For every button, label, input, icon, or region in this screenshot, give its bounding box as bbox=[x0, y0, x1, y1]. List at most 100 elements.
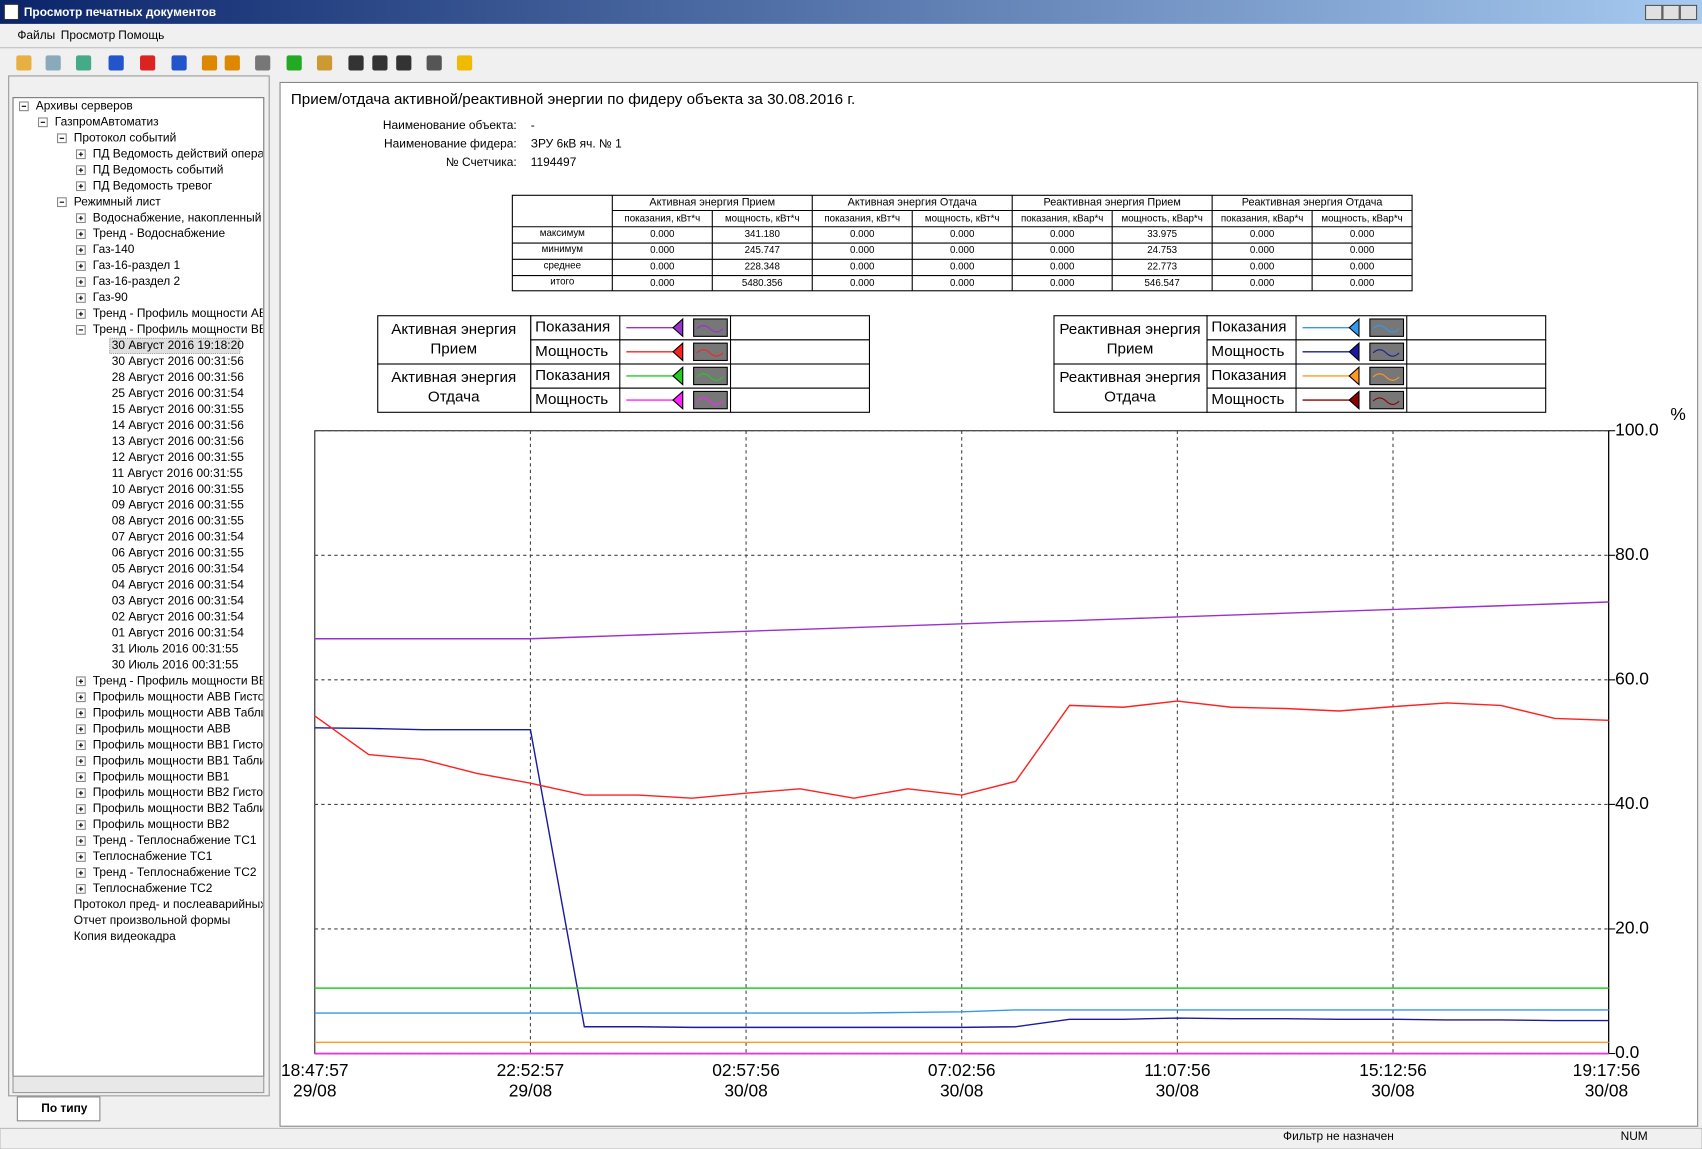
tree-item[interactable]: Профиль мощности ВВ2 bbox=[93, 817, 230, 831]
menu-item[interactable]: Помощь bbox=[118, 28, 164, 42]
table-cell: 0.000 bbox=[1350, 245, 1375, 256]
tree-item[interactable]: Отчет произвольной формы bbox=[74, 913, 231, 927]
tree-item[interactable]: Профиль мощности ВВ1 Таблица bbox=[93, 753, 280, 767]
table-cell: 0.000 bbox=[1050, 229, 1075, 240]
status-text: Фильтр не назначен bbox=[1283, 1129, 1394, 1143]
tree-item[interactable]: 10 Август 2016 00:31:55 bbox=[112, 482, 244, 496]
tree-item[interactable]: Тренд - Профиль мощности ВВ2 bbox=[93, 673, 274, 687]
tree-item[interactable]: 08 Август 2016 00:31:55 bbox=[112, 514, 244, 528]
toolbar-button[interactable] bbox=[316, 55, 333, 71]
toolbar-button[interactable] bbox=[224, 55, 240, 71]
tree-item[interactable]: Водоснабжение, накопленный ра bbox=[93, 210, 278, 224]
tree-item[interactable]: 14 Август 2016 00:31:56 bbox=[112, 418, 244, 432]
toolbar-button[interactable] bbox=[108, 55, 124, 71]
table-cell: 0.000 bbox=[950, 278, 975, 289]
tree-item[interactable]: 05 Август 2016 00:31:54 bbox=[112, 562, 244, 576]
toolbar-button[interactable] bbox=[396, 55, 412, 71]
tree-item[interactable]: Газ-90 bbox=[93, 290, 128, 304]
table-column-header: показания, кВар*ч bbox=[1221, 214, 1303, 225]
menu-item[interactable]: Просмотр bbox=[61, 28, 116, 42]
tree-item[interactable]: Тренд - Теплоснабжение ТС2 bbox=[93, 865, 257, 879]
tree-item[interactable]: 11 Август 2016 00:31:55 bbox=[112, 466, 244, 480]
tree-item[interactable]: Профиль мощности ВВ1 Гистогра bbox=[93, 737, 281, 751]
table-row-label: максимум bbox=[540, 228, 585, 239]
table-cell: 546.547 bbox=[1145, 278, 1180, 289]
tree-item[interactable]: 13 Август 2016 00:31:56 bbox=[112, 434, 244, 448]
tree-item[interactable]: 12 Август 2016 00:31:55 bbox=[112, 450, 244, 464]
toolbar-button[interactable] bbox=[140, 55, 156, 71]
x-tick-label: 07:02:56 30/08 bbox=[928, 1059, 996, 1100]
info-value: - bbox=[531, 118, 535, 132]
tree-item[interactable]: 28 Август 2016 00:31:56 bbox=[112, 370, 244, 384]
tree-item[interactable]: Профиль мощности ВВ2 Таблица bbox=[93, 801, 280, 815]
toolbar-button[interactable] bbox=[456, 55, 473, 71]
toolbar-button[interactable] bbox=[45, 55, 61, 71]
tree-item[interactable]: 06 Август 2016 00:31:55 bbox=[112, 546, 244, 560]
tree-item[interactable]: ПД Ведомость событий bbox=[93, 162, 224, 176]
tree-item[interactable]: Теплоснабжение ТС1 bbox=[93, 849, 213, 863]
x-tick-label: 15:12:56 30/08 bbox=[1359, 1059, 1427, 1100]
tree-item[interactable]: Теплоснабжение ТС2 bbox=[93, 881, 213, 895]
tree-item[interactable]: Тренд - Теплоснабжение ТС1 bbox=[93, 833, 257, 847]
toolbar-button[interactable] bbox=[286, 55, 302, 71]
x-tick-label: 11:07:56 30/08 bbox=[1144, 1059, 1210, 1100]
legend-label: Показания bbox=[1211, 367, 1286, 384]
tree-item[interactable]: 30 Август 2016 00:31:56 bbox=[112, 354, 244, 368]
tab-label: По типу bbox=[41, 1101, 88, 1115]
tree-item[interactable]: Режимный лист bbox=[74, 194, 161, 208]
window-controls[interactable] bbox=[1645, 4, 1698, 21]
tree-item[interactable]: Профиль мощности ABB Таблица bbox=[93, 705, 281, 719]
tree-item[interactable]: Тренд - Водоснабжение bbox=[93, 226, 226, 240]
tree-item[interactable]: 04 Август 2016 00:31:54 bbox=[112, 578, 244, 592]
tree-item[interactable]: Профиль мощности ВВ2 Гистогра bbox=[93, 785, 281, 799]
tree-item[interactable]: 07 Август 2016 00:31:54 bbox=[112, 530, 244, 544]
tree-item[interactable]: 09 Август 2016 00:31:55 bbox=[112, 498, 244, 512]
tree-item[interactable]: 30 Август 2016 19:18:20 bbox=[112, 338, 244, 352]
toolbar-button[interactable] bbox=[16, 55, 32, 71]
tree-item[interactable]: ПД Ведомость тревог bbox=[93, 178, 213, 192]
tree-item[interactable]: Газ-16-раздел 1 bbox=[93, 258, 181, 272]
tree-item[interactable]: 03 Август 2016 00:31:54 bbox=[112, 594, 244, 608]
legend-swatch-wave bbox=[696, 324, 724, 333]
toolbar-button[interactable] bbox=[201, 55, 218, 71]
toolbar-button[interactable] bbox=[75, 55, 92, 71]
tree-item[interactable]: Тренд - Профиль мощности ABB bbox=[93, 306, 275, 320]
menu-item[interactable]: Файлы bbox=[17, 28, 55, 42]
legend-marker bbox=[672, 390, 684, 410]
tree-item[interactable]: 25 Август 2016 00:31:54 bbox=[112, 386, 244, 400]
tree-item[interactable]: Протокол пред- и послеаварийных сі bbox=[74, 897, 278, 911]
table-cell: 228.348 bbox=[745, 261, 780, 272]
tree-item[interactable]: 30 Июль 2016 00:31:55 bbox=[112, 657, 239, 671]
table-cell: 0.000 bbox=[950, 229, 975, 240]
tree-item[interactable]: ГазпромАвтоматиз bbox=[55, 114, 159, 128]
tree-item[interactable]: 15 Август 2016 00:31:55 bbox=[112, 402, 244, 416]
tree-item[interactable]: Копия видеокадра bbox=[74, 929, 176, 943]
table-cell: 0.000 bbox=[1350, 261, 1375, 272]
h-scrollbar[interactable] bbox=[12, 1075, 265, 1094]
tree-item[interactable]: 02 Август 2016 00:31:54 bbox=[112, 610, 244, 624]
tree-item[interactable]: 01 Август 2016 00:31:54 bbox=[112, 626, 244, 640]
table-group-header: Активная энергия Прием bbox=[649, 197, 775, 209]
tree-item[interactable]: Газ-140 bbox=[93, 242, 135, 256]
tree-item[interactable]: Протокол событий bbox=[74, 130, 176, 144]
tab[interactable] bbox=[16, 1096, 101, 1122]
legend-label: Показания bbox=[535, 319, 610, 336]
legend-label: Мощность bbox=[535, 391, 608, 408]
tree-item[interactable]: Профиль мощности ABB Гистогра bbox=[93, 689, 283, 703]
toolbar-button[interactable] bbox=[255, 55, 271, 71]
toolbar-button[interactable] bbox=[171, 55, 187, 71]
tree-item[interactable]: ПД Ведомость действий операто bbox=[93, 146, 276, 160]
table-cell: 0.000 bbox=[850, 261, 875, 272]
tree-item[interactable]: Профиль мощности ВВ1 bbox=[93, 769, 230, 783]
table-cell: 0.000 bbox=[650, 261, 675, 272]
tree-item[interactable]: Архивы серверов bbox=[36, 98, 133, 112]
toolbar-button[interactable] bbox=[348, 55, 364, 71]
tree-item[interactable]: Тренд - Профиль мощности ВВ1 bbox=[93, 322, 274, 336]
tree-item[interactable]: Профиль мощности ABB bbox=[93, 721, 231, 735]
toolbar-button[interactable] bbox=[372, 55, 388, 71]
tree-item[interactable]: 31 Июль 2016 00:31:55 bbox=[112, 642, 239, 656]
toolbar-button[interactable] bbox=[426, 55, 442, 71]
tree-item[interactable]: Газ-16-раздел 2 bbox=[93, 274, 181, 288]
table-cell: 0.000 bbox=[650, 278, 675, 289]
